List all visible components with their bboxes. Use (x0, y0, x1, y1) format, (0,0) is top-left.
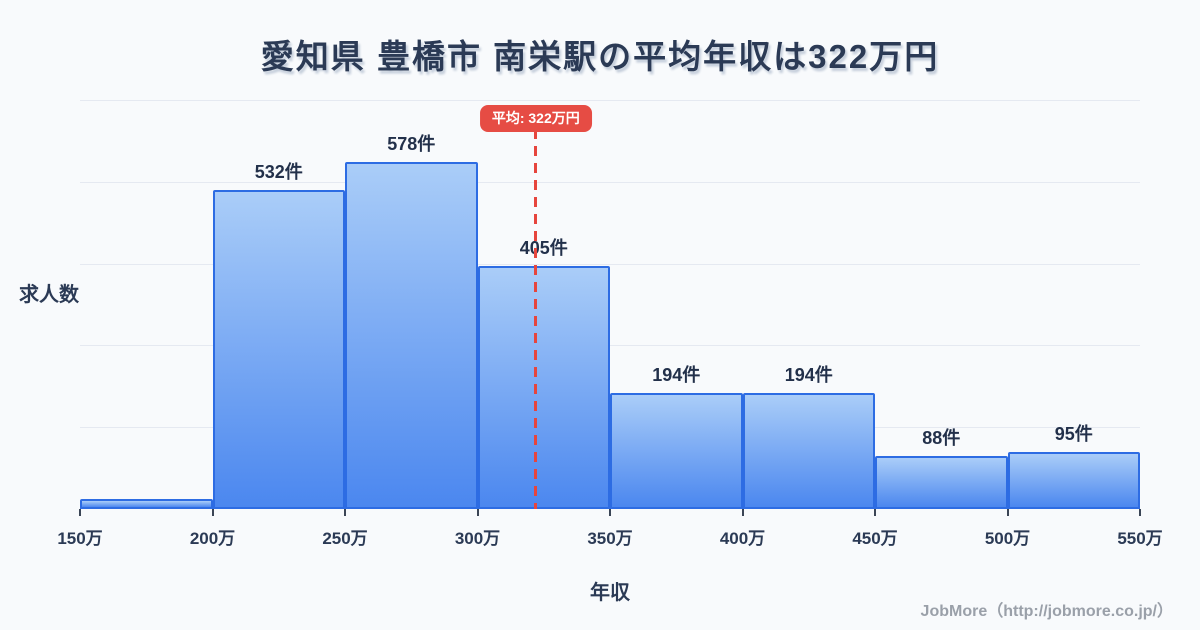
gridline (80, 345, 1140, 347)
x-tick-label: 350万 (587, 529, 633, 548)
footer-credit: JobMore（http://jobmore.co.jp/） (920, 603, 1173, 620)
x-tick-mark (211, 509, 214, 516)
x-tick-mark (1006, 509, 1009, 516)
x-tick-mark (741, 509, 744, 516)
bar-350-400 (610, 392, 743, 509)
average-badge: 平均: 322万円 (479, 105, 592, 132)
bar-300-350 (477, 265, 610, 509)
bar-value-label: 95件 (1054, 423, 1093, 444)
gridline (80, 181, 1140, 183)
x-axis-title: 年収 (590, 582, 630, 604)
bar-450-500 (875, 456, 1008, 509)
x-tick-label: 550万 (1117, 529, 1163, 548)
average-dashed-line (534, 129, 538, 509)
bar-value-label: 405件 (519, 237, 568, 258)
x-tick-mark (476, 509, 479, 516)
x-tick-mark (874, 509, 876, 516)
bar-150-200 (80, 499, 213, 509)
y-axis-title: 求人数 (19, 284, 79, 306)
bar-value-label: 194件 (784, 364, 833, 385)
bar-400-450 (742, 392, 875, 509)
bar-value-label: 532件 (254, 161, 303, 182)
x-tick-mark (609, 509, 611, 516)
x-tick-label: 150万 (57, 529, 103, 548)
bar-value-label: 88件 (922, 428, 961, 449)
gridline (80, 263, 1140, 265)
x-tick-mark (344, 509, 346, 516)
x-tick-label: 300万 (454, 529, 501, 548)
x-tick-label: 450万 (852, 529, 898, 548)
x-tick-label: 200万 (189, 529, 236, 548)
x-tick-label: 400万 (719, 529, 766, 548)
bar-250-300 (345, 161, 478, 509)
gridline (80, 100, 1140, 101)
x-tick-mark (1139, 509, 1141, 516)
x-tick-label: 250万 (322, 529, 368, 548)
plot-area: 平均: 322万円 532件 578件 405件 194件 194件 88件 95件 150万… (57, 100, 1163, 548)
x-tick-label: 500万 (984, 529, 1031, 548)
bar-500-550 (1007, 451, 1140, 509)
bar-value-label: 194件 (652, 364, 701, 385)
bar-200-250 (212, 189, 345, 509)
x-tick-mark (79, 509, 81, 516)
chart-title: 愛知県 豊橋市 南栄駅の平均年収は322万円 (260, 38, 940, 75)
bar-value-label: 578件 (387, 133, 436, 154)
